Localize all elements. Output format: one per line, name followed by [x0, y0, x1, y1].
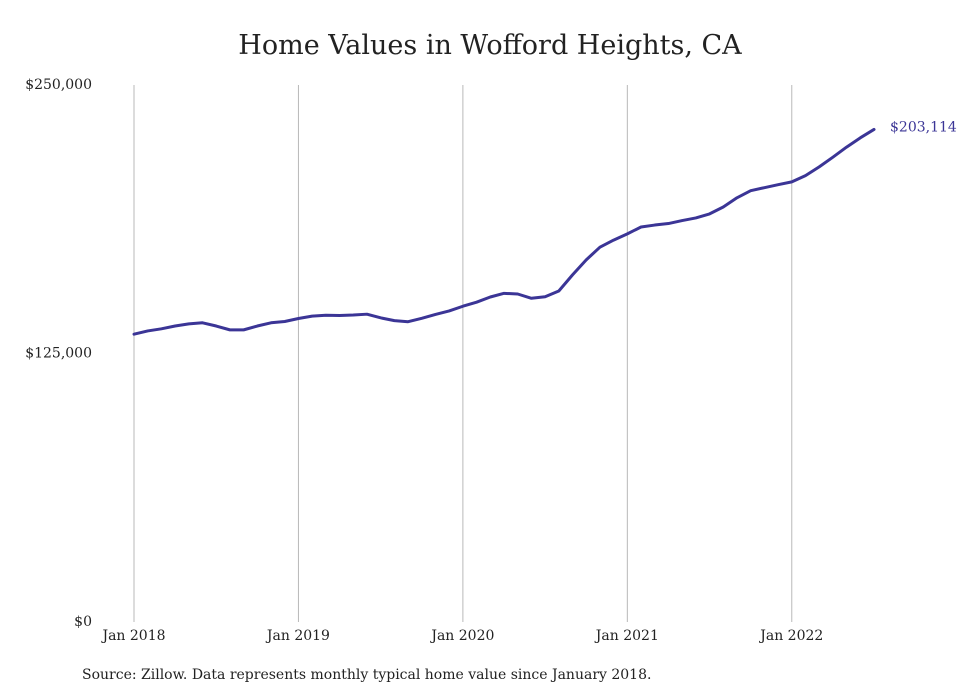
x-tick-label: Jan 2021: [594, 628, 659, 644]
data-labels: $203,114: [890, 119, 957, 135]
y-tick-label: $0: [74, 614, 92, 630]
source-note: Source: Zillow. Data represents monthly …: [82, 667, 652, 683]
chart-title: Home Values in Wofford Heights, CA: [238, 30, 742, 61]
x-tick-label: Jan 2018: [100, 628, 165, 644]
x-axis-ticks: Jan 2018 Jan 2019 Jan 2020 Jan 2021 Jan 2022: [100, 628, 823, 644]
x-tick-label: Jan 2022: [758, 628, 823, 644]
series: [132, 127, 876, 336]
x-tick-label: Jan 2020: [429, 628, 494, 644]
y-axis-ticks: $0 $125,000 $250,000: [25, 77, 92, 630]
series-line: [132, 127, 876, 336]
gridlines: [133, 85, 793, 622]
y-tick-label: $250,000: [25, 77, 92, 93]
end-value-label: $203,114: [890, 119, 957, 135]
x-tick-label: Jan 2019: [265, 628, 330, 644]
y-tick-label: $125,000: [25, 346, 92, 362]
